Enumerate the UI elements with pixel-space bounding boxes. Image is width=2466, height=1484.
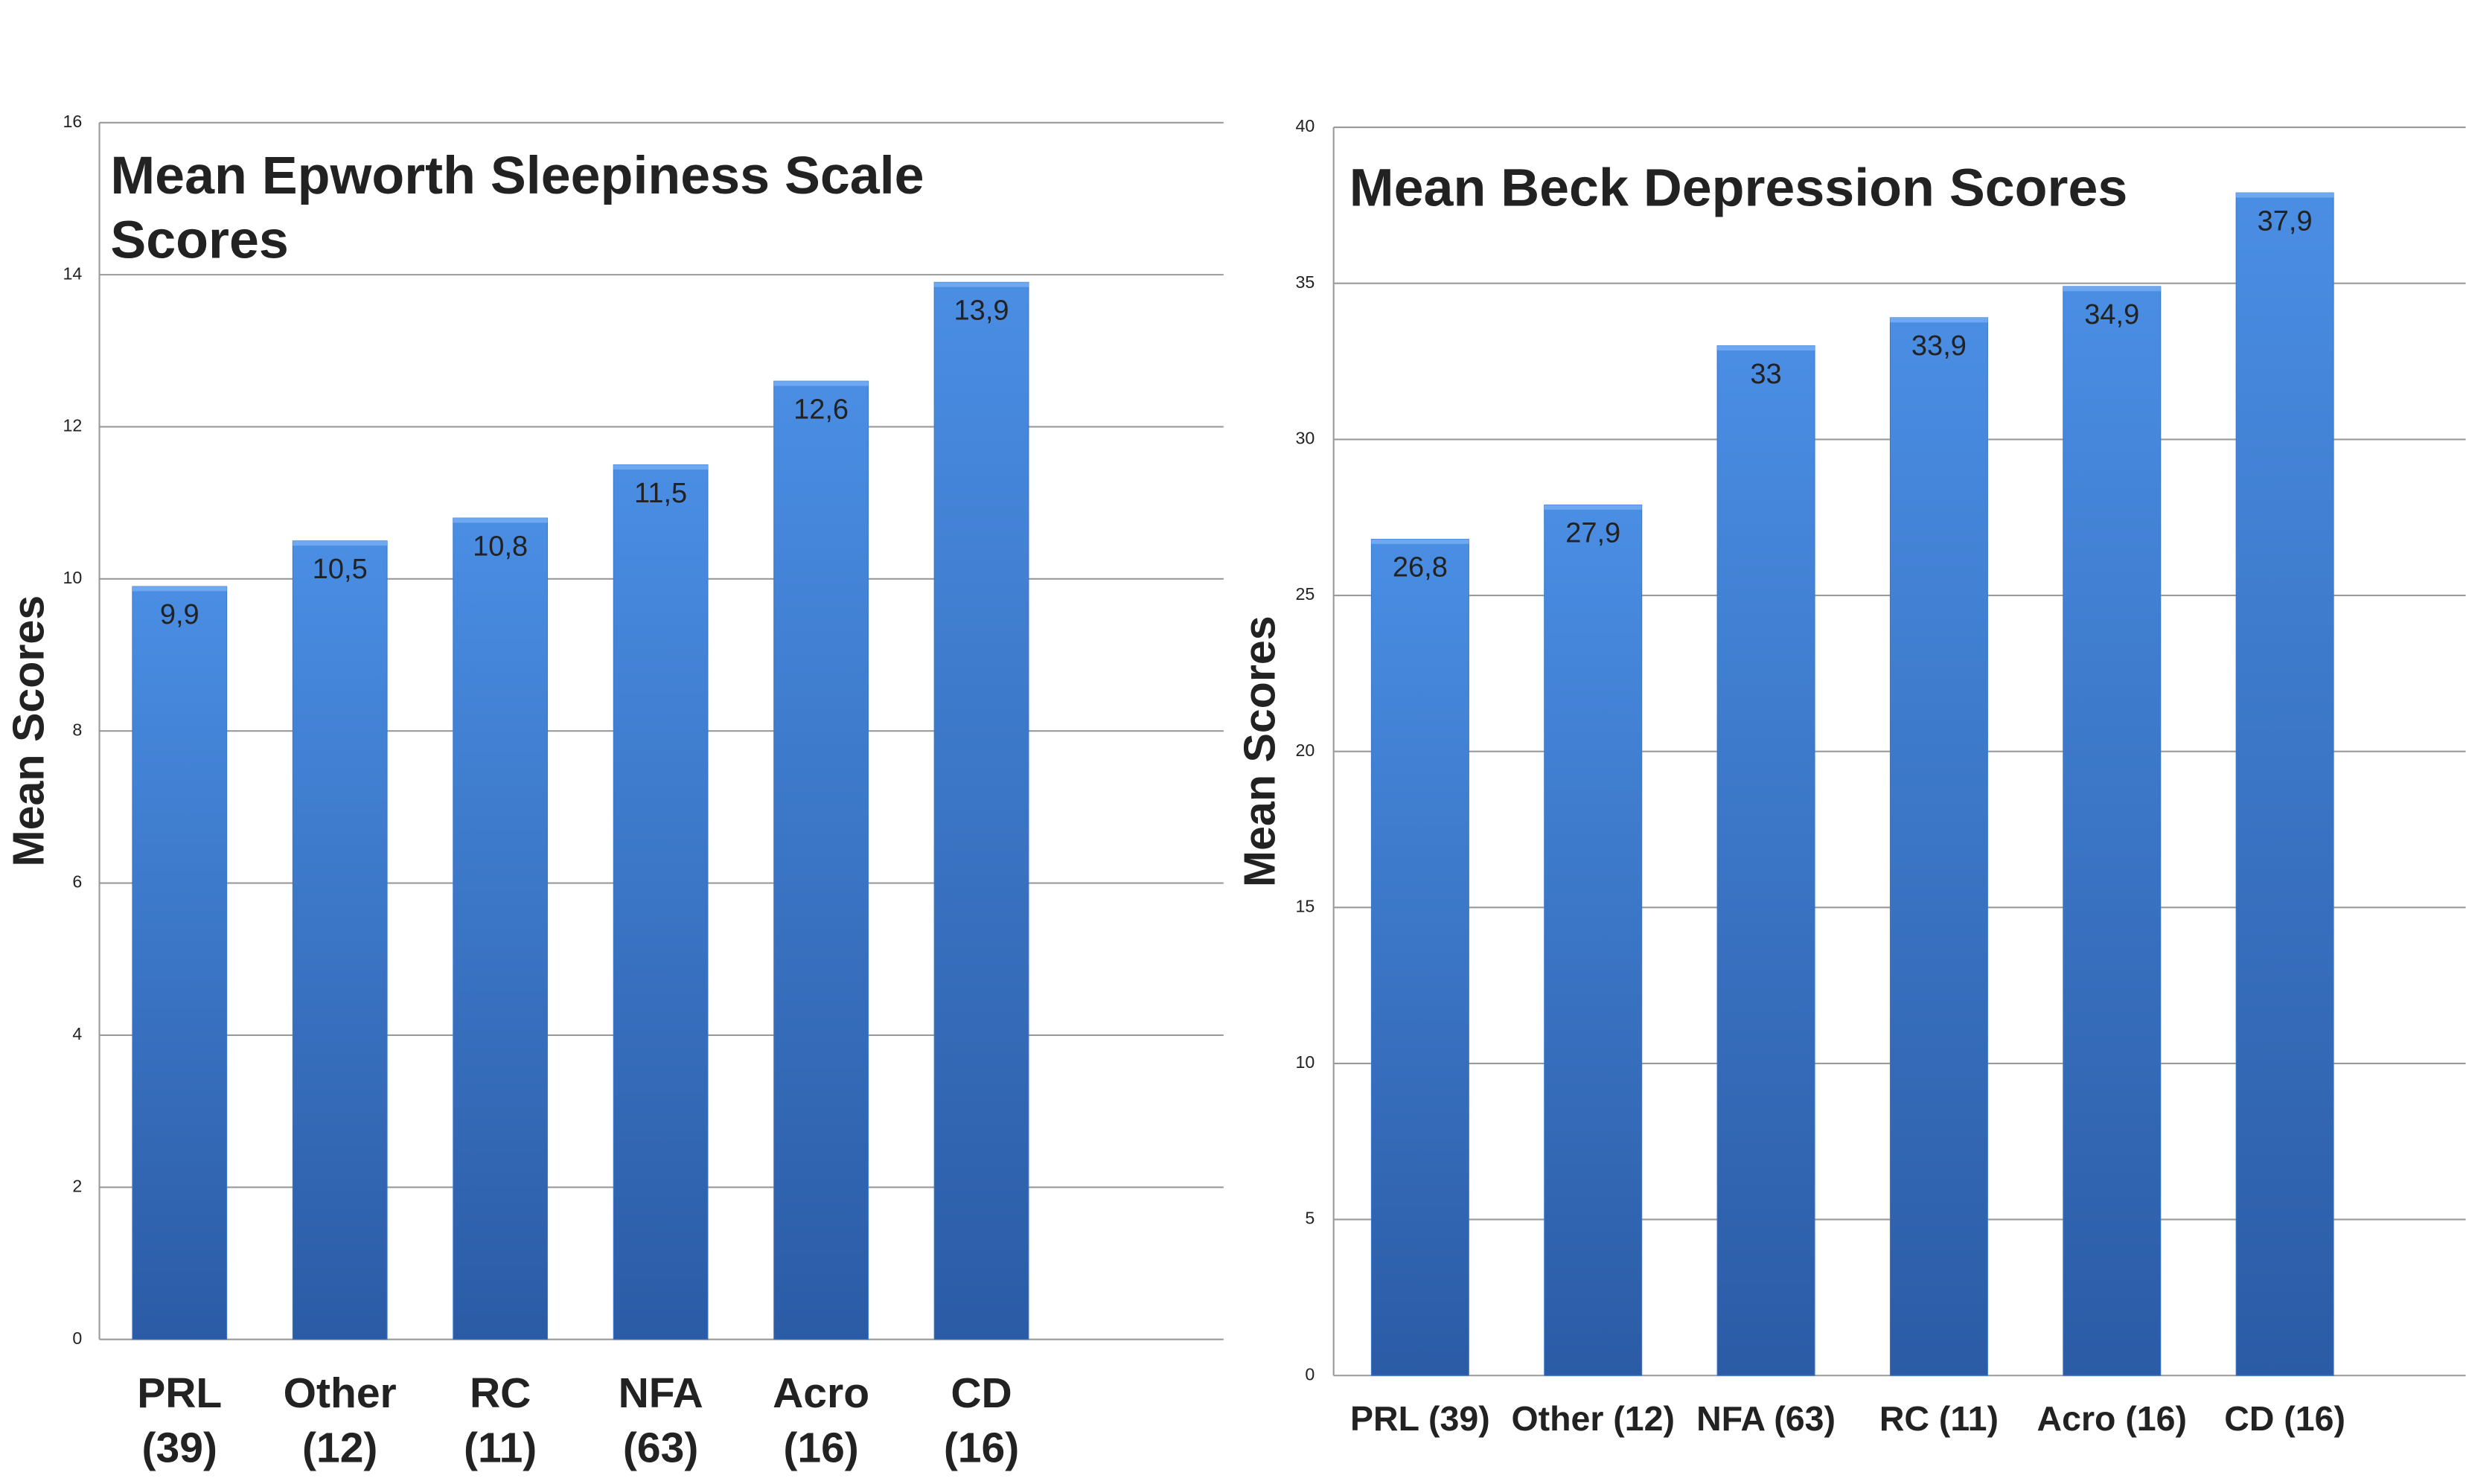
bar [1717,346,1815,1376]
bar-highlight [1717,346,1815,351]
value-label: 12,6 [793,394,849,425]
x-tick-label: (16) [783,1424,858,1472]
x-tick-label: (12) [302,1424,377,1472]
bar-highlight [2236,193,2334,197]
x-tick-label: (39) [142,1424,217,1472]
value-label: 9,9 [160,599,199,630]
x-tick-label: Other (12) [1511,1399,1674,1438]
bar [774,381,869,1339]
bar-highlight [453,518,548,522]
bar-highlight [1371,540,1469,544]
bar [2236,193,2334,1375]
y-tick-label: 35 [1296,272,1315,292]
x-tick-label: CD [951,1369,1012,1417]
y-tick-label: 10 [63,568,82,587]
value-label: 37,9 [2258,205,2313,237]
bar-highlight [132,586,227,591]
x-tick-label: (63) [623,1424,698,1472]
x-tick-label: (11) [464,1424,537,1472]
chart: 0 2 4 6 8 10 12 14 16 Mean Epworth Sleepiness Sca… [0,0,2466,1484]
value-label: 13,9 [954,295,1009,327]
y-axis-label: Mean Scores [3,595,53,867]
x-tick-label: (16) [944,1424,1019,1472]
bar-highlight [1890,318,1987,322]
chart-title: Mean Beck Depression Scores [1349,159,2128,218]
bar-highlight [613,465,708,470]
bar-highlight [934,282,1029,287]
bar [132,586,227,1340]
value-label: 34,9 [2084,299,2139,330]
x-tick-label: Acro [773,1369,869,1417]
x-tick-label: NFA [619,1369,703,1417]
y-tick-label: 5 [1305,1209,1315,1228]
page: 0 2 4 6 8 10 12 14 16 Mean Epworth Sleepiness Sca… [0,0,2466,1484]
x-tick-label: CD (16) [2224,1399,2345,1438]
y-tick-label: 8 [72,720,82,739]
x-tick-label: RC [470,1369,531,1417]
bar [613,465,708,1340]
y-tick-label: 6 [72,872,82,892]
value-label: 33 [1750,359,1781,390]
x-tick-label: NFA (63) [1696,1399,1836,1438]
y-tick-label: 10 [1296,1052,1315,1072]
value-label: 33,9 [1911,330,1967,362]
x-tick-label: RC (11) [1879,1399,1999,1438]
bar [1890,318,1987,1375]
bar-highlight [2063,287,2161,291]
bar [934,282,1029,1339]
bar [453,518,548,1340]
y-tick-label: 2 [72,1176,82,1195]
y-tick-label: 0 [72,1328,82,1348]
x-tick-label: PRL (39) [1350,1399,1490,1438]
bar [1545,505,1642,1375]
x-tick-label: Acro (16) [2037,1399,2187,1438]
bar [293,541,387,1340]
bar-highlight [293,541,387,546]
x-tick-label: PRL [137,1369,222,1417]
y-tick-label: 30 [1296,429,1315,448]
y-tick-label: 20 [1296,741,1315,760]
bar-highlight [774,381,869,386]
value-label: 11,5 [634,478,687,509]
y-tick-label: 40 [1296,116,1315,135]
y-tick-label: 15 [1296,896,1315,915]
bar-highlight [1545,505,1642,509]
value-label: 27,9 [1565,518,1620,549]
value-label: 10,8 [473,531,528,562]
y-tick-label: 14 [63,263,82,283]
y-axis-label: Mean Scores [1234,615,1284,887]
y-tick-label: 16 [63,112,82,131]
x-tick-label: Other [284,1369,397,1417]
value-label: 10,5 [313,554,368,585]
value-label: 26,8 [1393,552,1448,583]
chart-title-line: Mean Epworth Sleepiness Scale [110,146,924,205]
y-tick-label: 0 [1305,1364,1315,1384]
y-tick-label: 4 [72,1024,82,1043]
bar [2063,287,2161,1375]
y-tick-label: 12 [63,416,82,435]
chart-title-line: Scores [110,210,288,269]
bar [1371,540,1469,1376]
y-tick-label: 25 [1296,584,1315,604]
